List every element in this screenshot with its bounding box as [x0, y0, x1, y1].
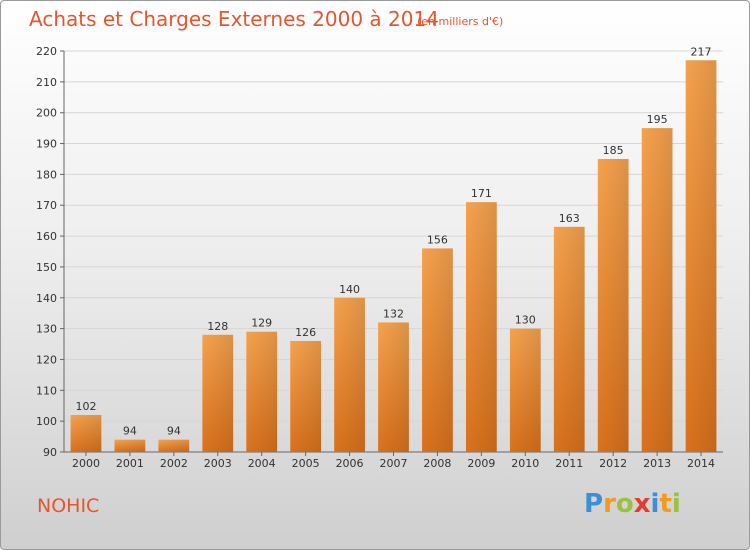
y-tick-label: 120 — [36, 353, 57, 366]
bar-value-label: 217 — [691, 45, 712, 58]
x-tick-label: 2003 — [204, 457, 232, 470]
bar-value-label: 102 — [75, 400, 96, 413]
y-tick-label: 180 — [36, 168, 57, 181]
bar-shade — [114, 439, 146, 452]
x-tick-label: 2004 — [248, 457, 276, 470]
logo-letter: x — [633, 489, 651, 519]
bar-value-label: 163 — [559, 212, 580, 225]
bar-shade — [158, 439, 190, 452]
x-tick-label: 2008 — [423, 457, 451, 470]
bar-value-label: 140 — [339, 283, 360, 296]
bar-value-label: 156 — [427, 233, 448, 246]
y-tick-label: 170 — [36, 199, 57, 212]
y-tick-label: 210 — [36, 76, 57, 89]
logo-letter: i — [671, 489, 681, 519]
bar-value-label: 129 — [251, 317, 272, 330]
chart-unit: (en milliers d'€) — [417, 15, 504, 28]
bar-value-label: 195 — [647, 113, 668, 126]
x-tick-label: 2009 — [467, 457, 495, 470]
bar-value-label: 132 — [383, 307, 404, 320]
bar-shade — [641, 128, 673, 452]
y-tick-label: 140 — [36, 292, 57, 305]
logo-letter: i — [650, 489, 660, 519]
bar-value-label: 130 — [515, 314, 536, 327]
x-tick-label: 2006 — [336, 457, 364, 470]
bar-value-label: 126 — [295, 326, 316, 339]
x-tick-label: 2005 — [292, 457, 320, 470]
y-tick-label: 200 — [36, 107, 57, 120]
y-tick-label: 130 — [36, 323, 57, 336]
bar-shade — [202, 334, 234, 452]
bar-shade — [685, 60, 717, 452]
y-tick-label: 190 — [36, 138, 57, 151]
y-tick-label: 90 — [43, 446, 57, 459]
bar-shade — [246, 331, 278, 452]
bar-shade — [465, 202, 497, 452]
x-tick-label: 2012 — [599, 457, 627, 470]
proxiti-logo[interactable]: Proxiti — [584, 489, 681, 519]
bar-value-label: 171 — [471, 187, 492, 200]
bar-shade — [290, 340, 322, 452]
x-tick-label: 2000 — [72, 457, 100, 470]
bar-value-label: 94 — [123, 425, 137, 438]
bar-shade — [378, 322, 409, 452]
logo-letter: o — [615, 489, 634, 519]
commune-name: NOHIC — [37, 495, 100, 517]
y-tick-label: 100 — [36, 415, 57, 428]
logo-letter: r — [603, 489, 616, 519]
bar-shade — [597, 158, 629, 452]
x-tick-label: 2010 — [511, 457, 539, 470]
bar-value-label: 185 — [603, 144, 624, 157]
y-tick-label: 160 — [36, 230, 57, 243]
bar-shade — [509, 328, 541, 452]
x-tick-label: 2002 — [160, 457, 188, 470]
x-tick-label: 2007 — [380, 457, 408, 470]
x-tick-label: 2013 — [643, 457, 671, 470]
y-tick-label: 150 — [36, 261, 57, 274]
y-tick-label: 220 — [36, 45, 57, 58]
labels: 9010011012013014015016017018019020021022… — [36, 45, 715, 470]
x-tick-label: 2014 — [687, 457, 715, 470]
bar-shade — [422, 248, 453, 452]
bar-value-label: 94 — [167, 425, 181, 438]
chart-title: Achats et Charges Externes 2000 à 2014 — [29, 7, 439, 31]
x-tick-label: 2001 — [116, 457, 144, 470]
x-tick-label: 2011 — [555, 457, 583, 470]
bar-value-label: 128 — [207, 320, 228, 333]
logo-letter: P — [584, 489, 604, 519]
bar-shade — [334, 297, 365, 452]
y-tick-label: 110 — [36, 384, 57, 397]
bar-shade — [70, 414, 102, 452]
logo-letter: t — [659, 489, 672, 519]
bars — [70, 60, 717, 452]
bar-shade — [553, 226, 585, 452]
